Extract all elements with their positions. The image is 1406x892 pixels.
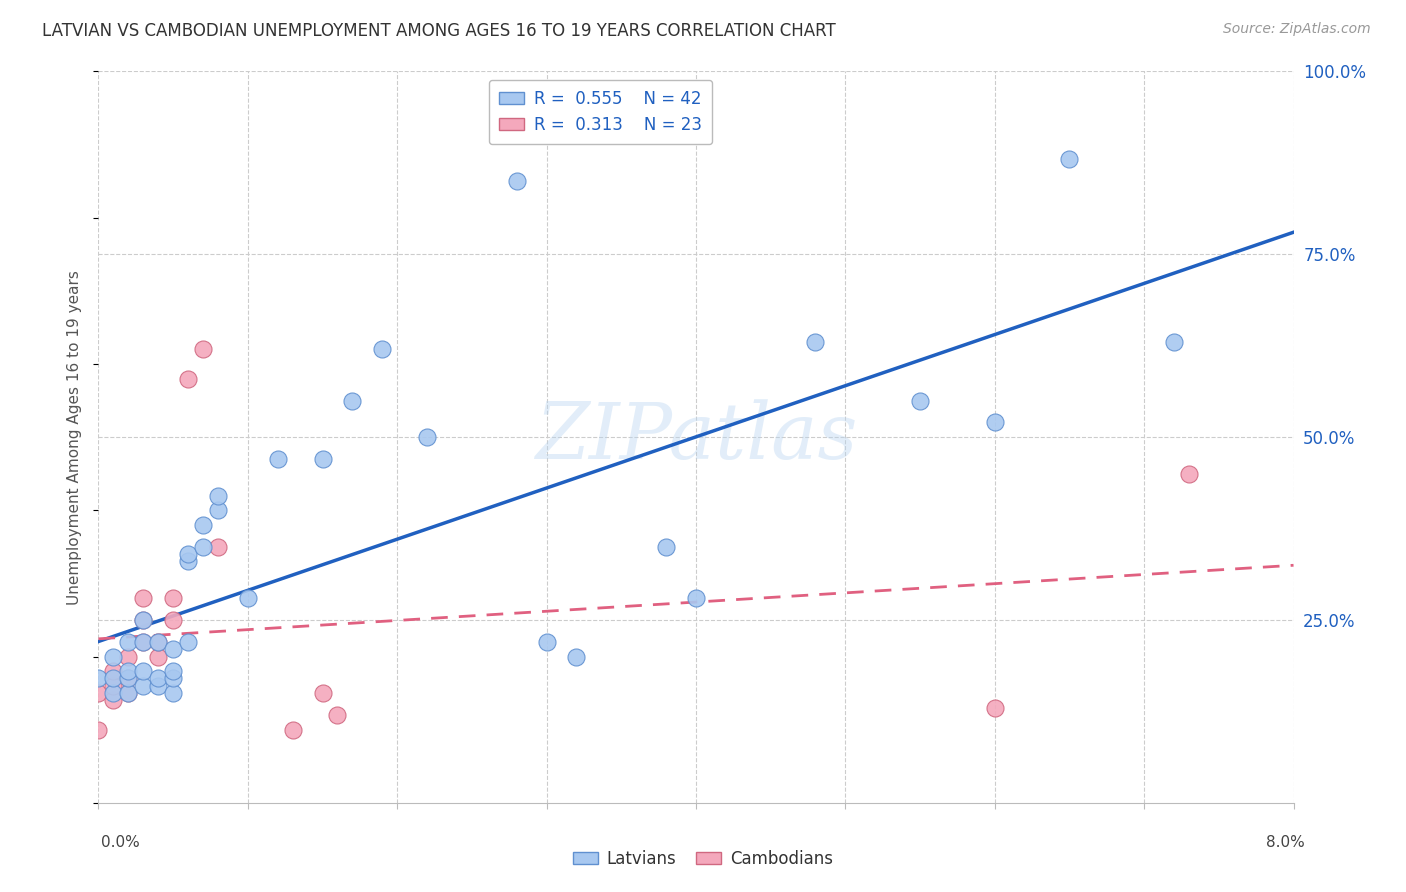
Legend: Latvians, Cambodians: Latvians, Cambodians (567, 844, 839, 875)
Point (207, 503, 229, 517)
Point (281, 723, 304, 737)
Point (132, 679, 155, 693)
Point (162, 591, 184, 605)
Point (565, 649, 588, 664)
Point (191, 517, 214, 532)
Point (117, 686, 139, 700)
Point (506, 174, 529, 188)
Point (1163, 334, 1185, 349)
Point (117, 672, 139, 686)
Point (148, 635, 170, 649)
Point (191, 343, 214, 357)
Point (311, 452, 333, 467)
Point (177, 371, 200, 385)
Point (103, 664, 125, 678)
Point (132, 664, 155, 678)
Text: 0.0%: 0.0% (101, 836, 141, 850)
Text: ZIPatlas: ZIPatlas (534, 399, 858, 475)
Point (177, 547, 200, 561)
Y-axis label: Unemployment Among Ages 16 to 19 years: Unemployment Among Ages 16 to 19 years (67, 269, 83, 605)
Point (207, 540, 229, 554)
Point (207, 489, 229, 503)
Point (148, 679, 170, 693)
Point (103, 679, 125, 693)
Point (685, 591, 707, 605)
Point (148, 672, 170, 686)
Point (87, 723, 110, 737)
Point (983, 416, 1005, 430)
Point (1178, 467, 1201, 481)
Point (117, 635, 139, 649)
Point (117, 649, 139, 664)
Point (103, 649, 125, 664)
Point (177, 554, 200, 568)
Point (87, 686, 110, 700)
Point (117, 664, 139, 678)
Point (132, 635, 155, 649)
Point (148, 649, 170, 664)
Point (983, 700, 1005, 714)
Point (236, 591, 259, 605)
Point (311, 686, 333, 700)
Point (132, 613, 155, 627)
Point (103, 672, 125, 686)
Text: LATVIAN VS CAMBODIAN UNEMPLOYMENT AMONG AGES 16 TO 19 YEARS CORRELATION CHART: LATVIAN VS CAMBODIAN UNEMPLOYMENT AMONG … (42, 22, 837, 40)
Point (655, 540, 678, 554)
Point (117, 672, 139, 686)
Point (416, 430, 439, 444)
Point (267, 452, 290, 467)
Point (326, 708, 349, 723)
Point (804, 334, 827, 349)
Point (371, 343, 394, 357)
Point (132, 591, 155, 605)
Point (103, 693, 125, 707)
Point (162, 664, 184, 678)
Point (177, 635, 200, 649)
Point (87, 672, 110, 686)
Point (908, 393, 931, 408)
Point (117, 686, 139, 700)
Point (162, 672, 184, 686)
Legend: R =  0.555    N = 42, R =  0.313    N = 23: R = 0.555 N = 42, R = 0.313 N = 23 (489, 79, 711, 144)
Point (342, 393, 364, 408)
Point (162, 686, 184, 700)
Text: 8.0%: 8.0% (1265, 836, 1305, 850)
Point (132, 635, 155, 649)
Point (162, 613, 184, 627)
Point (162, 642, 184, 657)
Point (1059, 152, 1081, 166)
Point (148, 635, 170, 649)
Point (132, 613, 155, 627)
Point (191, 540, 214, 554)
Point (536, 635, 558, 649)
Point (103, 686, 125, 700)
Text: Source: ZipAtlas.com: Source: ZipAtlas.com (1223, 22, 1371, 37)
